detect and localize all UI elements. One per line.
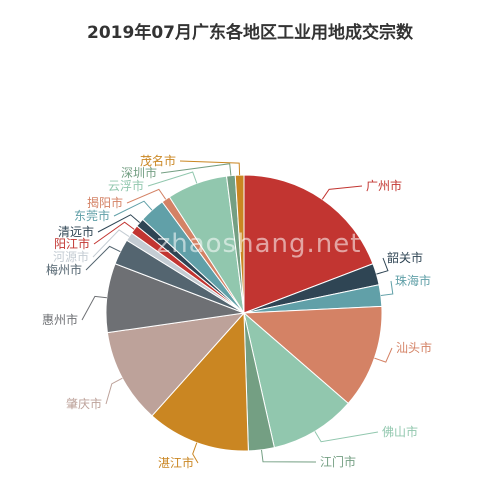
pie-slices [105, 174, 383, 452]
slice-label-17: 深圳市 [121, 165, 157, 180]
leader-line-8 [105, 377, 123, 405]
slice-label-18: 茂名市 [140, 153, 176, 168]
leader-line-15 [126, 188, 167, 204]
slice-label-12: 阳江市 [54, 236, 90, 251]
slice-label-11: 河源市 [53, 249, 89, 264]
slice-label-14: 东莞市 [74, 208, 110, 223]
leader-line-10 [85, 245, 121, 271]
slice-label-5: 佛山市 [382, 424, 418, 439]
slice-label-3: 珠海市 [395, 273, 431, 288]
leader-line-4 [374, 347, 393, 363]
leader-line-2 [376, 257, 389, 275]
slice-label-4: 汕头市 [396, 340, 432, 355]
leader-line-7 [192, 442, 199, 464]
leader-line-13 [97, 214, 141, 233]
pie-slice-5[interactable] [243, 311, 349, 449]
slice-label-1: 广州市 [366, 178, 402, 193]
slice-label-6: 江门市 [320, 454, 356, 469]
leader-line-14 [113, 200, 153, 217]
leader-line-5 [314, 431, 379, 443]
slice-label-9: 惠州市 [42, 312, 78, 327]
watermark-text: zhaoshang.net [157, 229, 362, 259]
leader-line-3 [380, 280, 394, 296]
slice-label-16: 云浮市 [108, 178, 144, 193]
pie-slice-7[interactable] [151, 311, 249, 452]
slice-label-10: 梅州市 [46, 262, 82, 277]
chart-title: 2019年07月广东各地区工业用地成交宗数 [87, 23, 413, 43]
slice-label-8: 肇庆市 [66, 396, 102, 411]
leader-line-1 [321, 185, 363, 200]
leader-line-16 [147, 171, 198, 187]
slice-label-15: 揭阳市 [87, 195, 123, 210]
pie-slice-4[interactable] [242, 305, 383, 405]
slice-label-13: 清远市 [58, 224, 94, 239]
leader-line-6 [261, 449, 317, 463]
leader-line-11 [92, 229, 130, 258]
slice-label-7: 湛江市 [158, 455, 194, 470]
leader-line-17 [160, 163, 232, 176]
leader-line-12 [93, 221, 135, 245]
slice-label-2: 韶关市 [387, 250, 423, 265]
pie-slice-1[interactable] [243, 174, 374, 314]
leader-line-18 [179, 160, 241, 176]
leader-line-9 [81, 295, 107, 321]
